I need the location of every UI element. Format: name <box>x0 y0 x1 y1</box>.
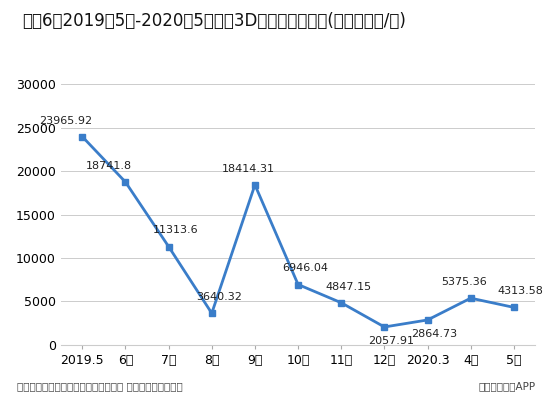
Text: 4847.15: 4847.15 <box>325 282 371 292</box>
Text: 3640.32: 3640.32 <box>196 292 242 302</box>
Text: 前瞻经济学人APP: 前瞻经济学人APP <box>479 381 535 391</box>
Text: 23965.92: 23965.92 <box>39 115 92 126</box>
Text: 图表6：2019年5月-2020年5月中国3D打印机进口均价(单位：美元/台): 图表6：2019年5月-2020年5月中国3D打印机进口均价(单位：美元/台) <box>22 12 406 30</box>
Text: 2057.91: 2057.91 <box>368 336 415 346</box>
Text: 6946.04: 6946.04 <box>282 263 328 273</box>
Text: 5375.36: 5375.36 <box>441 277 487 287</box>
Text: 18414.31: 18414.31 <box>221 164 274 174</box>
Text: 资料来源：中国石油和化学工业联合会 前瞻产业研究院整理: 资料来源：中国石油和化学工业联合会 前瞻产业研究院整理 <box>17 381 182 391</box>
Text: 2864.73: 2864.73 <box>411 329 458 339</box>
Text: 11313.6: 11313.6 <box>153 225 198 235</box>
Text: 18741.8: 18741.8 <box>86 161 132 171</box>
Text: 4313.58: 4313.58 <box>498 286 544 296</box>
